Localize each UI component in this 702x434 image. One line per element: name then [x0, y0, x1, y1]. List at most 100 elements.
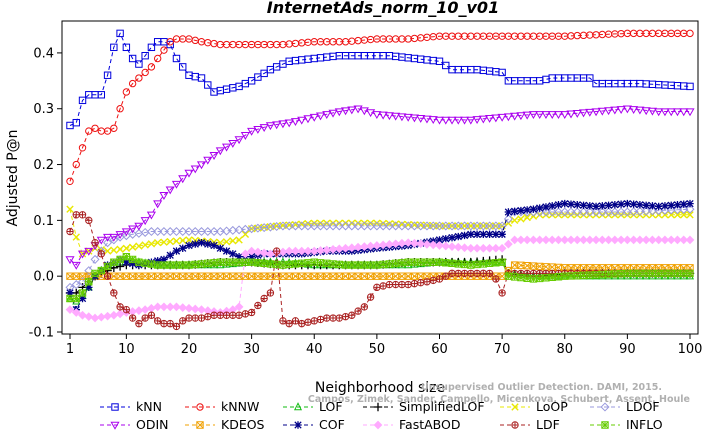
data-point-loop [567, 211, 575, 219]
data-point-knn [78, 96, 87, 105]
series-line-cof [69, 203, 691, 311]
data-point-ldof [146, 227, 156, 237]
data-point-odin [234, 136, 244, 145]
data-point-ldof [372, 221, 382, 231]
data-point-ldf [85, 216, 93, 224]
data-point-fastabod [115, 309, 125, 319]
data-point-ldf [166, 320, 174, 328]
data-point-cof [442, 235, 450, 243]
data-point-loop [216, 238, 224, 247]
data-point-odin [84, 247, 94, 256]
data-point-ldof [553, 207, 563, 217]
data-point-odin [153, 200, 163, 209]
data-point-odin [77, 250, 88, 259]
data-point-knn [254, 73, 262, 81]
data-point-cof [680, 200, 688, 208]
data-point-cof [661, 202, 669, 210]
data-point-ldof [541, 207, 551, 217]
data-point-cof [85, 283, 93, 292]
data-point-fastabod [397, 238, 407, 248]
data-point-ldf [391, 280, 400, 289]
data-point-ldof [309, 221, 319, 231]
data-point-inflo [335, 260, 343, 269]
data-point-inflo [172, 261, 181, 269]
data-point-ldof [159, 227, 169, 237]
data-point-odin [597, 107, 607, 116]
data-point-ldof [384, 221, 394, 231]
data-point-ldf [97, 250, 106, 258]
data-point-odin [409, 114, 420, 123]
y-tick-label: 0.0 [33, 270, 54, 285]
data-point-odin [522, 111, 532, 120]
data-point-odin [109, 233, 119, 242]
data-point-cof [122, 258, 131, 266]
data-point-odin [553, 111, 564, 120]
data-point-ldof [497, 221, 507, 231]
data-point-odin [290, 118, 301, 126]
data-point-loop [398, 220, 406, 228]
data-point-ldof [422, 221, 432, 231]
data-point-knnw [97, 127, 106, 135]
data-point-ldf [298, 320, 306, 328]
data-point-fastabod [572, 235, 582, 245]
data-point-fastabod [316, 246, 325, 255]
data-point-ldof [491, 221, 501, 231]
data-point-odin [372, 111, 382, 120]
data-point-fastabod [391, 239, 401, 249]
data-point-odin [616, 106, 626, 114]
data-point-ldof [209, 227, 219, 237]
data-point-ldof [503, 214, 513, 224]
data-point-cof [66, 289, 74, 297]
data-point-loop [586, 211, 594, 219]
legend-marker-ldf [511, 421, 519, 429]
data-point-ldf [398, 280, 406, 289]
series-fastabod [65, 235, 695, 323]
data-point-fastabod [547, 235, 557, 245]
data-point-odin [253, 125, 263, 134]
data-point-loop [667, 211, 675, 219]
legend-marker-knnw [196, 403, 204, 411]
series-ldof [65, 204, 695, 292]
x-tick-label: 20 [181, 342, 198, 357]
data-point-inflo [636, 269, 644, 278]
data-point-cof [617, 200, 625, 208]
data-point-fastabod [303, 246, 313, 256]
data-point-loop [185, 236, 193, 244]
data-point-inflo [204, 259, 212, 268]
data-point-fastabod [529, 235, 538, 245]
data-point-ldof [460, 221, 470, 231]
data-point-inflo [97, 266, 106, 275]
series-layer [65, 29, 695, 331]
data-point-odin [146, 211, 156, 220]
data-point-inflo [235, 258, 243, 266]
y-axis-label: Adjusted P@n [5, 129, 21, 226]
legend-label-lof: LOF [319, 399, 343, 414]
data-point-inflo [604, 270, 613, 278]
data-point-ldof [84, 266, 94, 276]
data-point-knn [247, 77, 256, 85]
data-point-ldof [641, 206, 651, 216]
data-point-fastabod [184, 303, 194, 313]
data-point-inflo [128, 255, 137, 264]
data-point-cof [567, 200, 575, 208]
data-point-fastabod [535, 235, 545, 245]
data-point-ldof [366, 221, 376, 231]
legend-label-ldf: LDF [536, 417, 560, 432]
data-point-loop [354, 219, 362, 227]
data-point-fastabod [560, 235, 570, 245]
data-point-fastabod [416, 239, 426, 249]
data-point-inflo [492, 259, 500, 267]
data-point-fastabod [359, 242, 369, 251]
data-point-odin [171, 180, 182, 189]
data-point-fastabod [604, 235, 613, 245]
data-point-ldf [141, 314, 149, 322]
data-point-odin [334, 108, 344, 117]
data-point-odin [629, 106, 639, 114]
data-point-loop [229, 237, 237, 245]
data-point-odin [378, 111, 388, 120]
data-point-knn [135, 60, 143, 68]
data-point-kdeos [348, 272, 356, 280]
data-point-kdeos [229, 272, 237, 280]
data-point-loop [172, 237, 181, 245]
data-point-ldof [591, 207, 601, 217]
